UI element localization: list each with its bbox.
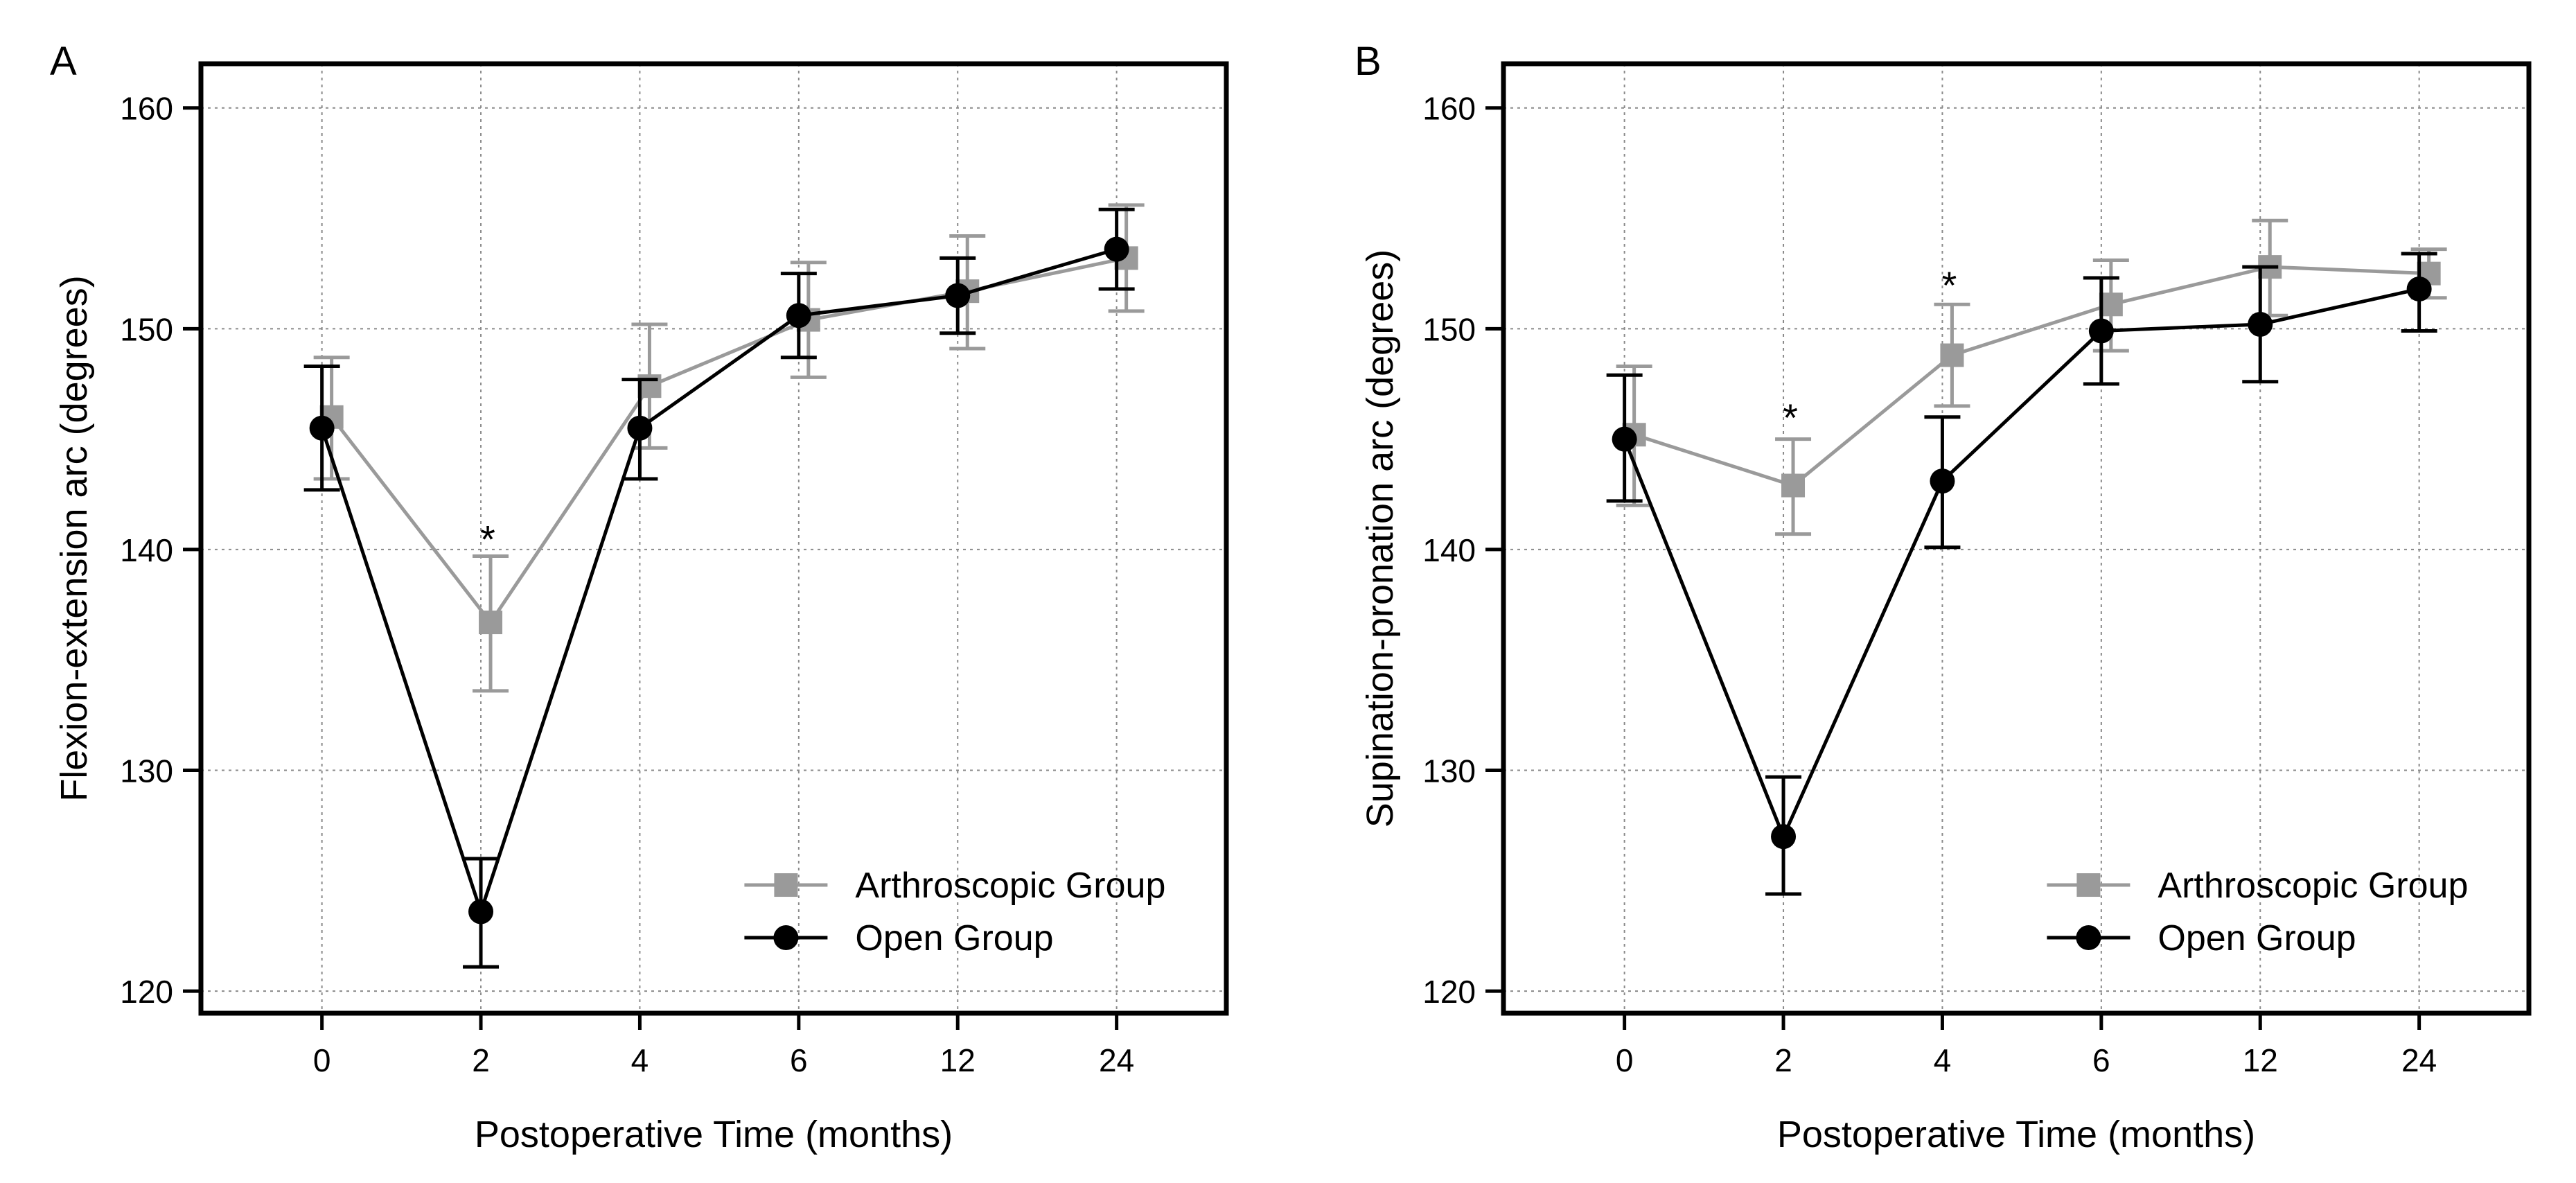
x-tick-label: 4	[1934, 1042, 1952, 1078]
data-point-square	[1781, 473, 1806, 498]
x-tick-label: 12	[2243, 1042, 2278, 1078]
y-tick-label: 120	[1422, 974, 1476, 1010]
legend: Arthroscopic Group Open Group	[744, 866, 1165, 958]
legend-item: Arthroscopic Group	[744, 866, 1165, 906]
data-point-circle	[309, 415, 335, 441]
legend-label: Arthroscopic Group	[855, 866, 1165, 906]
data-point-square	[2099, 292, 2123, 317]
data-point-circle	[786, 303, 811, 328]
data-point-circle	[1930, 468, 1955, 494]
y-axis-label: Supination-pronation arc (degrees)	[1359, 249, 1401, 828]
y-tick-label: 160	[120, 91, 173, 127]
data-point-circle	[2248, 311, 2273, 337]
x-tick-label: 2	[1774, 1042, 1792, 1078]
legend-marker-circle	[2076, 925, 2101, 951]
y-tick-label: 140	[1422, 532, 1476, 568]
data-point-circle	[1771, 824, 1797, 850]
legend-marker-square	[2076, 873, 2101, 897]
legend-label: Arthroscopic Group	[2158, 866, 2468, 906]
legend-label: Open Group	[2158, 918, 2356, 958]
x-tick-label: 12	[940, 1042, 976, 1078]
y-tick-label: 140	[120, 532, 173, 568]
x-tick-label: 6	[2092, 1042, 2110, 1078]
legend: Arthroscopic Group Open Group	[2047, 866, 2468, 958]
legend-marker-square	[774, 873, 798, 897]
data-point-circle	[1104, 236, 1129, 262]
legend-item: Open Group	[744, 918, 1054, 958]
y-tick-label: 150	[1422, 311, 1476, 347]
y-tick-label: 130	[1422, 753, 1476, 789]
data-point-circle	[2406, 276, 2432, 301]
x-tick-label: 24	[1099, 1042, 1134, 1078]
legend-item: Open Group	[2047, 918, 2356, 958]
data-point-circle	[1612, 426, 1637, 452]
plot-frame	[1501, 61, 2532, 1016]
legend-item: Arthroscopic Group	[2047, 866, 2468, 906]
panel-label: B	[1355, 39, 1382, 84]
series-line	[320, 247, 1118, 918]
legend-marker-circle	[773, 925, 799, 951]
data-point-circle	[627, 415, 653, 441]
significance-marker: *	[480, 517, 495, 561]
y-tick-label: 120	[120, 974, 173, 1010]
y-tick-label: 150	[120, 311, 173, 347]
series-line	[1623, 287, 2420, 841]
x-tick-label: 4	[631, 1042, 649, 1078]
y-axis-label: Flexion-extension arc (degrees)	[53, 275, 95, 801]
x-axis-label: Postoperative Time (months)	[1777, 1114, 2255, 1155]
x-tick-label: 6	[790, 1042, 808, 1078]
panel-label: A	[50, 39, 77, 84]
x-tick-label: 2	[472, 1042, 490, 1078]
data-point-circle	[945, 283, 971, 308]
significance-marker: *	[1783, 396, 1798, 439]
x-tick-label: 0	[313, 1042, 331, 1078]
y-tick-label: 130	[120, 753, 173, 789]
data-point-circle	[468, 899, 494, 925]
series-open	[303, 207, 1135, 969]
y-tick-label: 160	[1422, 91, 1476, 127]
series-line	[1633, 265, 2429, 488]
x-tick-label: 0	[1616, 1042, 1634, 1078]
x-tick-label: 24	[2401, 1042, 2437, 1078]
series-open	[1606, 252, 2437, 896]
data-point-square	[479, 611, 503, 635]
x-axis-label: Postoperative Time (months)	[475, 1114, 953, 1155]
plot-frame	[198, 61, 1229, 1016]
legend-label: Open Group	[855, 918, 1053, 958]
data-point-square	[1940, 343, 1964, 367]
data-point-circle	[2088, 318, 2114, 344]
significance-marker: *	[1942, 263, 1957, 307]
grid	[201, 64, 1226, 1013]
